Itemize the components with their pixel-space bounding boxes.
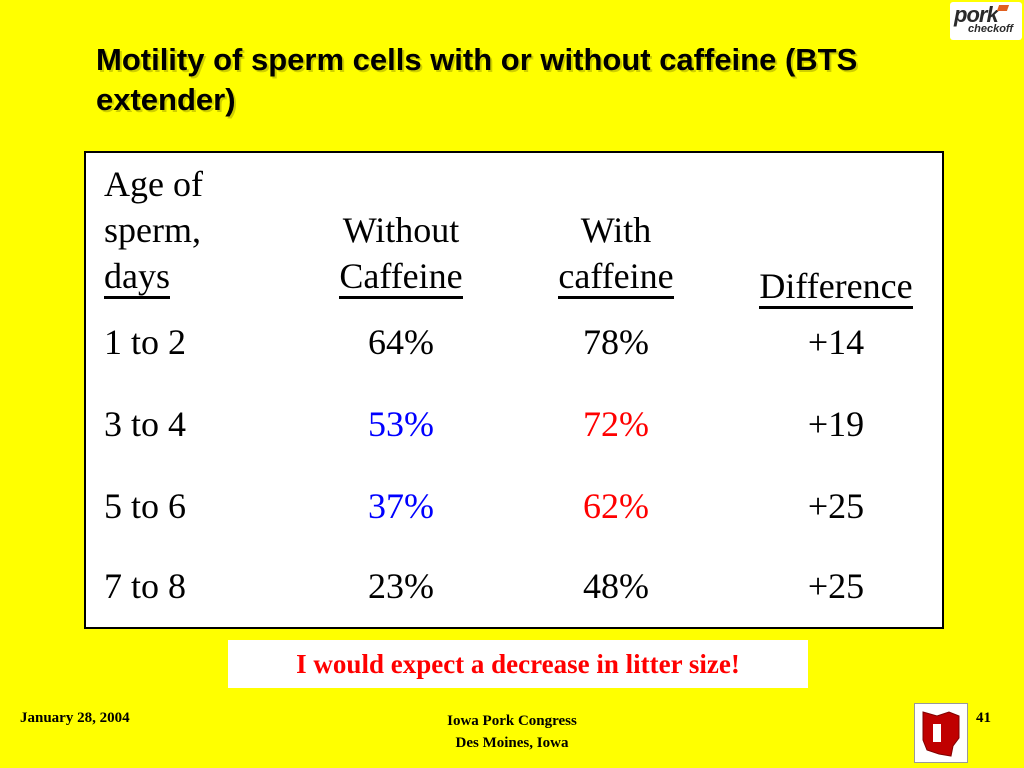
row3-age: 5 to 6 — [104, 486, 187, 526]
page-number: 41 — [976, 710, 991, 726]
row3-with: 62% — [583, 486, 649, 526]
header-without-line1: Without — [342, 210, 460, 250]
header-age-line1: Age of — [104, 164, 203, 204]
slide-title: Motility of sperm cells with or without … — [96, 42, 858, 117]
header-age: Age of sperm, days — [104, 161, 203, 299]
row4-difference: +25 — [807, 566, 865, 606]
row3-without: 37% — [368, 486, 434, 526]
header-with-line2: caffeine — [558, 256, 674, 299]
logo-text-pork: pork — [954, 2, 999, 27]
logo-text-checkoff: checkoff — [968, 23, 1014, 35]
header-age-line3: days — [104, 256, 170, 299]
row2-with: 72% — [583, 404, 649, 444]
row2-without: 53% — [368, 404, 434, 444]
header-with-line1: With — [580, 210, 652, 250]
ohio-logo — [914, 703, 968, 763]
footer-event-name: Iowa Pork Congress — [447, 713, 577, 729]
row2-age: 3 to 4 — [104, 404, 187, 444]
footer-date: January 28, 2004 — [20, 710, 130, 726]
row3-difference: +25 — [807, 486, 865, 526]
callout-note: I would expect a decrease in litter size… — [228, 640, 808, 688]
row1-difference: +14 — [807, 322, 865, 362]
row2-difference: +19 — [807, 404, 865, 444]
row1-without: 64% — [368, 322, 434, 362]
motility-table: Age of sperm, days Without Caffeine With… — [84, 151, 944, 629]
header-age-line2: sperm, — [104, 210, 201, 250]
row1-age: 1 to 2 — [104, 322, 187, 362]
row4-with: 48% — [583, 566, 649, 606]
row1-with: 78% — [583, 322, 649, 362]
header-difference-label: Difference — [759, 266, 913, 309]
header-difference: Difference — [736, 263, 936, 309]
ohio-map-icon — [922, 711, 960, 757]
logo-accent-mark — [996, 5, 1010, 11]
header-without-line2: Caffeine — [339, 256, 463, 299]
header-without-caffeine: Without Caffeine — [316, 207, 486, 299]
footer-event: Iowa Pork Congress Des Moines, Iowa — [362, 710, 662, 754]
row4-age: 7 to 8 — [104, 566, 187, 606]
footer-event-location: Des Moines, Iowa — [455, 735, 569, 751]
pork-checkoff-logo: pork checkoff — [950, 2, 1022, 40]
header-with-caffeine: With caffeine — [536, 207, 696, 299]
row4-without: 23% — [368, 566, 434, 606]
